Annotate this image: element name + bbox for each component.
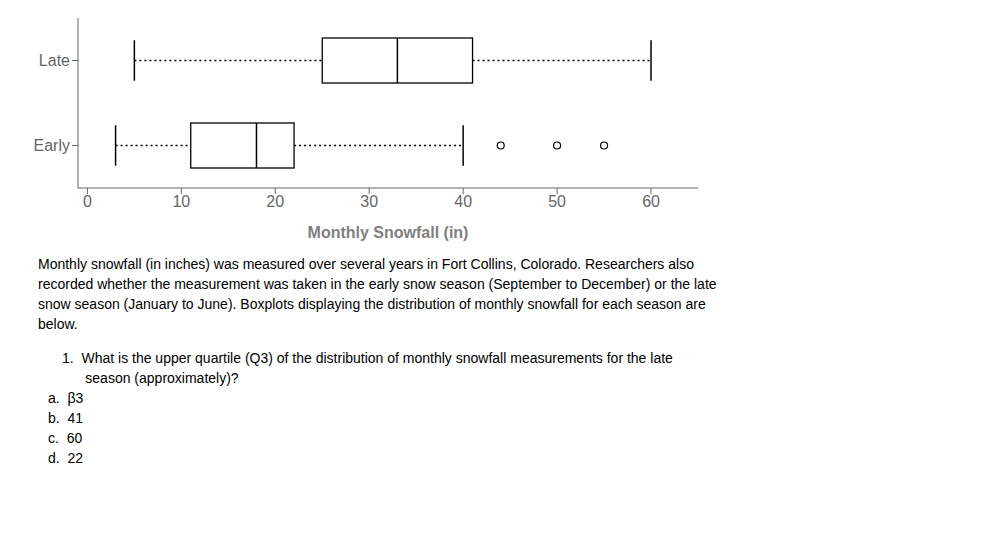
svg-text:Early: Early: [34, 137, 70, 154]
svg-text:20: 20: [266, 193, 284, 210]
svg-text:30: 30: [360, 193, 378, 210]
svg-text:Monthly Snowfall (in): Monthly Snowfall (in): [308, 224, 469, 241]
html-text:a. β3: a. β3: [48, 390, 84, 406]
html-text:recorded whether the measureme: recorded whether the measurement was tak…: [38, 276, 717, 292]
html-text:below.: below.: [38, 316, 78, 332]
html-text:b. 41: b. 41: [48, 410, 83, 426]
svg-text:10: 10: [172, 193, 190, 210]
html-text:c. 60: c. 60: [48, 430, 83, 446]
svg-text:0: 0: [83, 193, 92, 210]
html-text:d. 22: d. 22: [48, 450, 83, 466]
svg-text:60: 60: [642, 193, 660, 210]
html-text:season (approximately)?: season (approximately)?: [62, 370, 239, 386]
html-text:1. What is the upper quartile: 1. What is the upper quartile (Q3) of th…: [62, 350, 673, 366]
html-text:Monthly snowfall (in inches) w: Monthly snowfall (in inches) was measure…: [38, 256, 694, 272]
svg-text:40: 40: [454, 193, 472, 210]
svg-text:50: 50: [548, 193, 566, 210]
svg-text:Late: Late: [39, 52, 70, 69]
html-text:snow season (January to June).: snow season (January to June). Boxplots …: [38, 296, 706, 312]
